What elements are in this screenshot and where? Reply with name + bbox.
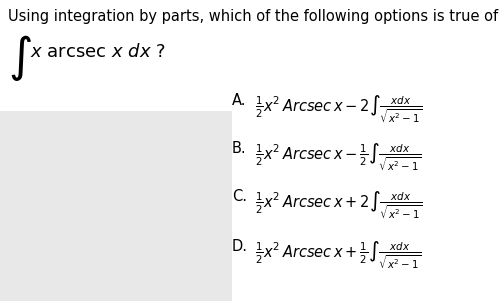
Text: $\frac{1}{2}x^2\,Arcsec\,x - \frac{1}{2}\int\frac{xdx}{\sqrt{x^2-1}}$: $\frac{1}{2}x^2\,Arcsec\,x - \frac{1}{2}… bbox=[255, 141, 421, 173]
Text: C.: C. bbox=[232, 189, 247, 204]
Text: $x\ \mathrm{arcsec}\ x\ dx\ ?$: $x\ \mathrm{arcsec}\ x\ dx\ ?$ bbox=[30, 43, 166, 61]
Text: Using integration by parts, which of the following options is true of: Using integration by parts, which of the… bbox=[8, 9, 498, 24]
Text: $\frac{1}{2}x^2\,Arcsec\,x + 2\int\frac{xdx}{\sqrt{x^2-1}}$: $\frac{1}{2}x^2\,Arcsec\,x + 2\int\frac{… bbox=[255, 189, 422, 221]
Text: $\frac{1}{2}x^2\,Arcsec\,x + \frac{1}{2}\int\frac{xdx}{\sqrt{x^2-1}}$: $\frac{1}{2}x^2\,Arcsec\,x + \frac{1}{2}… bbox=[255, 239, 421, 271]
Text: B.: B. bbox=[232, 141, 246, 156]
Text: $\frac{1}{2}x^2\,Arcsec\,x - 2\int\frac{xdx}{\sqrt{x^2-1}}$: $\frac{1}{2}x^2\,Arcsec\,x - 2\int\frac{… bbox=[255, 93, 422, 125]
Text: D.: D. bbox=[232, 239, 248, 254]
Text: A.: A. bbox=[232, 93, 246, 108]
FancyBboxPatch shape bbox=[0, 111, 232, 301]
Text: $\int$: $\int$ bbox=[8, 33, 32, 83]
